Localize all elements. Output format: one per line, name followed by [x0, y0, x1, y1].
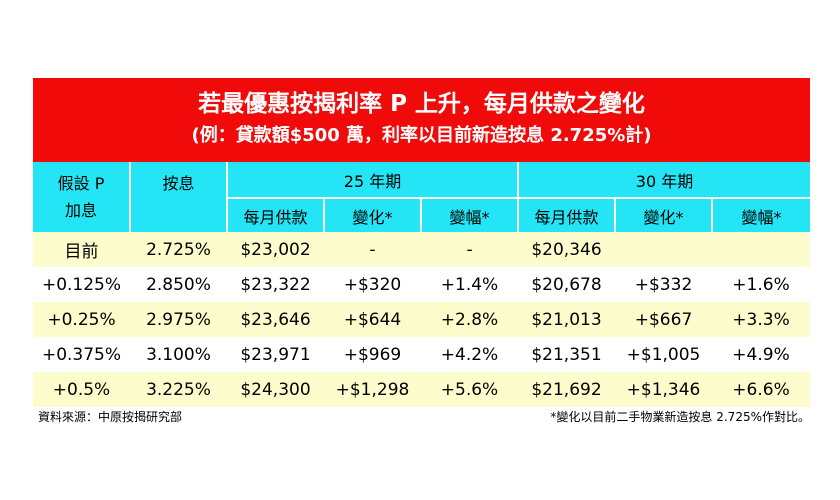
cell-payment-30: $20,678 — [531, 274, 602, 295]
cell-mortgage-rate: 2.725% — [146, 239, 211, 260]
cell-change-30: +$1,005 — [626, 344, 701, 365]
cell-change-pct-30: +6.6% — [732, 379, 790, 400]
cell-mortgage-rate: 3.225% — [146, 379, 211, 400]
header-rate-rise-line1: 假設 P — [57, 174, 105, 193]
table-row: +0.25% 2.975% $23,646 +$644 +2.8% $21,01… — [33, 302, 811, 337]
table-row: 目前 2.725% $23,002 - - $20,346 — [33, 232, 811, 267]
cell-payment-30: $20,346 — [531, 239, 602, 260]
cell-change-pct-25: +5.6% — [440, 379, 499, 400]
cell-change-30: +$667 — [634, 309, 693, 330]
header-rate-rise-line2: 加息 — [64, 201, 97, 220]
header-change-25: 變化* — [323, 198, 421, 232]
cell-rate-rise: 目前 — [64, 242, 99, 262]
cell-payment-30: $21,692 — [531, 379, 602, 400]
table-title: 若最優惠按揭利率 P 上升，每月供款之變化 — [198, 91, 645, 117]
cell-change-25: +$644 — [343, 309, 402, 330]
cell-mortgage-rate: 3.100% — [146, 344, 211, 365]
cell-mortgage-rate: 2.975% — [146, 309, 211, 330]
cell-change-30 — [615, 232, 712, 267]
header-mortgage-rate-label: 按息 — [162, 174, 195, 193]
header-row-2: 每月供款 變化* 變幅* 每月供款 變化* 變幅* — [33, 198, 811, 232]
cell-change-pct-25: +2.8% — [440, 309, 499, 330]
cell-change-25: - — [369, 239, 376, 260]
cell-payment-25: $23,646 — [240, 309, 311, 330]
header-change-30: 變化* — [614, 198, 713, 232]
cell-rate-rise: +0.5% — [52, 379, 111, 400]
cell-change-25: +$1,298 — [335, 379, 410, 400]
cell-change-30: +$332 — [634, 274, 693, 295]
rate-table-card: 若最優惠按揭利率 P 上升，每月供款之變化 (例：貸款額$500 萬，利率以目前… — [33, 78, 811, 407]
title-banner: 若最優惠按揭利率 P 上升，每月供款之變化 (例：貸款額$500 萬，利率以目前… — [33, 78, 810, 162]
header-change-pct-25: 變幅* — [419, 198, 519, 232]
cell-mortgage-rate: 2.850% — [146, 274, 211, 295]
table-subtitle: (例：貸款額$500 萬，利率以目前新造按息 2.725%計) — [191, 125, 652, 146]
header-mortgage-rate: 按息 — [129, 162, 227, 232]
cell-change-25: +$320 — [343, 274, 402, 295]
header-row-1: 假設 P 加息 按息 25 年期 30 年期 — [33, 162, 811, 232]
cell-change-pct-25: +4.2% — [440, 344, 499, 365]
cell-change-pct-30 — [712, 232, 810, 267]
table-row: +0.375% 3.100% $23,971 +$969 +4.2% $21,3… — [33, 337, 811, 372]
source-note: 資料來源：中原按揭研究部 — [38, 410, 183, 424]
cell-change-pct-25: +1.4% — [440, 274, 499, 295]
table-row: +0.5% 3.225% $24,300 +$1,298 +5.6% $21,6… — [33, 372, 811, 407]
table-row: +0.125% 2.850% $23,322 +$320 +1.4% $20,6… — [33, 267, 811, 302]
header-group-25yr: 25 年期 — [225, 162, 519, 199]
header-rate-rise: 假設 P 加息 — [33, 162, 130, 232]
cell-change-pct-30: +3.3% — [732, 309, 790, 330]
header-monthly-payment-25: 每月供款 — [226, 198, 324, 232]
header-group-30yr: 30 年期 — [517, 162, 811, 199]
cell-rate-rise: +0.125% — [41, 274, 122, 295]
payment-change-table: 假設 P 加息 按息 25 年期 30 年期 每月供款 變化* 變幅* 每月供款… — [33, 162, 811, 407]
cell-rate-rise: +0.25% — [47, 309, 116, 330]
cell-rate-rise: +0.375% — [41, 344, 122, 365]
cell-payment-25: $23,971 — [240, 344, 311, 365]
cell-change-pct-25: - — [466, 239, 473, 260]
header-change-pct-30: 變幅* — [711, 198, 811, 232]
cell-payment-30: $21,351 — [531, 344, 602, 365]
cell-payment-25: $24,300 — [240, 379, 311, 400]
cell-payment-30: $21,013 — [531, 309, 602, 330]
cell-change-30: +$1,346 — [626, 379, 701, 400]
comparison-footnote: *變化以目前二手物業新造按息 2.725%作對比。 — [550, 410, 810, 424]
cell-change-pct-30: +1.6% — [732, 274, 790, 295]
cell-payment-25: $23,002 — [240, 239, 311, 260]
header-monthly-payment-30: 每月供款 — [517, 198, 616, 232]
cell-payment-25: $23,322 — [240, 274, 311, 295]
cell-change-pct-30: +4.9% — [732, 344, 790, 365]
cell-change-25: +$969 — [343, 344, 402, 365]
